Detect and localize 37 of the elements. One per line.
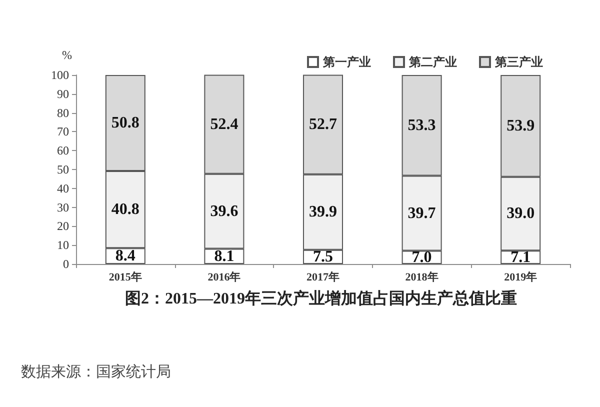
y-tick-label: 30 xyxy=(57,200,69,214)
x-tick-label: 2019年 xyxy=(504,270,538,284)
data-label: 8.1 xyxy=(214,248,234,265)
y-tick-label: 90 xyxy=(57,86,69,101)
x-tick-label: 2016年 xyxy=(208,270,241,284)
data-label: 7.5 xyxy=(313,248,333,266)
y-tick-label: 0 xyxy=(63,257,69,271)
legend-label: 第一产业 xyxy=(322,55,371,69)
legend-label: 第二产业 xyxy=(408,55,457,69)
y-tick-label: 20 xyxy=(57,219,69,234)
x-tick-label: 2018年 xyxy=(405,270,438,284)
data-label: 7.1 xyxy=(510,248,531,266)
data-label: 53.9 xyxy=(506,117,535,134)
data-label: 40.8 xyxy=(111,201,140,218)
x-tick-label: 2015年 xyxy=(108,270,142,284)
data-label: 39.7 xyxy=(408,204,436,222)
data-label: 53.3 xyxy=(408,116,436,134)
data-label: 39.9 xyxy=(309,204,337,221)
data-label: 39.0 xyxy=(506,205,535,222)
data-label: 39.6 xyxy=(210,202,238,220)
y-tick-label: 100 xyxy=(51,68,69,82)
data-label: 52.4 xyxy=(210,116,238,133)
y-tick-label: 50 xyxy=(57,162,69,176)
y-tick-label: 80 xyxy=(57,106,69,120)
data-label: 50.8 xyxy=(111,114,140,132)
y-tick-label: 70 xyxy=(57,124,69,139)
y-tick-label: 10 xyxy=(57,238,69,252)
y-axis-title: % xyxy=(62,48,72,62)
data-label: 8.4 xyxy=(115,248,136,265)
x-tick-label: 2017年 xyxy=(306,270,340,284)
source-note: 数据来源：国家统计局 xyxy=(21,364,171,380)
legend-label: 第三产业 xyxy=(494,55,543,69)
y-tick-label: 60 xyxy=(57,144,69,158)
text: 图2：2015—2019年三次产业增加值占国内生产总值比重 xyxy=(125,290,517,308)
y-tick-label: 40 xyxy=(57,181,69,196)
data-label: 7.0 xyxy=(412,248,432,266)
data-label: 52.7 xyxy=(309,116,337,134)
